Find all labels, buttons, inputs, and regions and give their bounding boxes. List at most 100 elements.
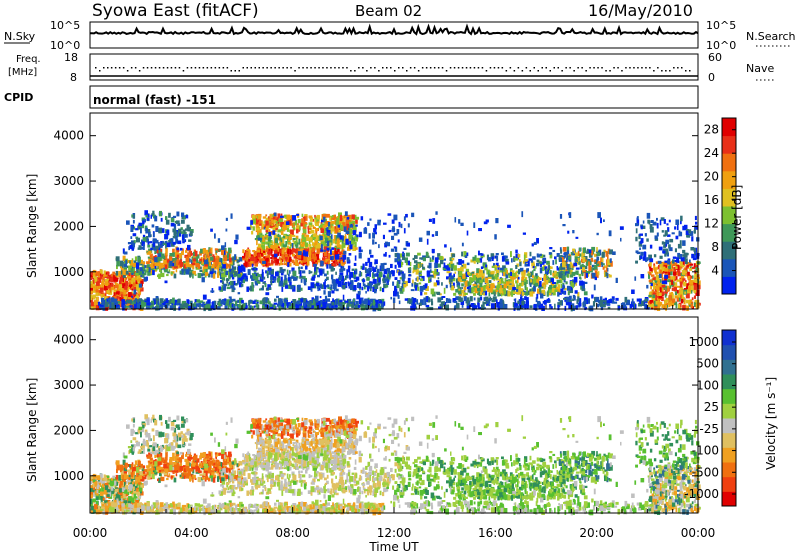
power-cell — [479, 282, 483, 287]
power-cell — [644, 303, 647, 309]
power-cell — [524, 259, 529, 262]
station-title: Syowa East (fitACF) — [92, 1, 259, 21]
power-cell — [542, 258, 546, 262]
power-cell — [599, 296, 603, 302]
power-cell — [288, 263, 292, 267]
power-cell — [694, 273, 697, 279]
power-cell — [604, 265, 608, 268]
power-cell — [132, 262, 136, 267]
power-cell — [519, 261, 522, 267]
power-cell — [249, 305, 252, 310]
power-cell — [651, 303, 655, 309]
power-cell — [348, 282, 352, 287]
power-cell — [371, 273, 374, 279]
power-cell — [575, 236, 579, 239]
power-cell — [491, 256, 494, 261]
power-cell — [102, 300, 105, 303]
power-cell — [337, 298, 340, 302]
nave-dot — [126, 70, 129, 72]
power-cell — [674, 226, 677, 230]
nave-dot — [186, 67, 189, 69]
power-cell — [564, 287, 567, 291]
nave-dot — [473, 67, 476, 69]
power-cell — [112, 271, 116, 275]
power-cell — [354, 236, 359, 240]
power-cell — [147, 241, 150, 245]
power-cell — [570, 252, 574, 256]
power-cell — [321, 306, 324, 310]
power-cell — [481, 293, 484, 296]
power-cell — [249, 252, 251, 258]
power-cell — [432, 255, 435, 260]
power-cell — [663, 245, 666, 248]
noise-panel: N.Sky 10^5 10^0 10^5 10^0 N.Search — [4, 19, 796, 52]
power-cell — [565, 296, 570, 303]
power-cell — [264, 283, 267, 288]
power-cell — [664, 262, 668, 266]
nave-dot — [445, 70, 448, 72]
nave-dot — [593, 67, 595, 69]
power-cell — [167, 271, 170, 274]
nave-dot — [433, 67, 436, 69]
power-cell — [212, 301, 215, 306]
power-cell — [581, 267, 585, 271]
power-cell — [519, 282, 523, 287]
power-cell — [562, 282, 565, 286]
power-cell — [549, 266, 552, 269]
power-cell — [646, 238, 649, 242]
power-cell — [290, 215, 294, 220]
nave-dot — [625, 67, 627, 69]
power-cell — [687, 271, 690, 278]
power-cell — [466, 300, 469, 304]
power-cell — [264, 225, 266, 229]
power-cell — [290, 229, 294, 236]
nave-dot — [537, 70, 539, 72]
power-cell — [131, 291, 134, 294]
power-cell — [671, 279, 673, 285]
power-cell — [675, 304, 678, 309]
power-cell — [515, 280, 519, 284]
power-cell — [267, 273, 269, 279]
power-cell — [278, 301, 282, 306]
power-cell — [414, 260, 418, 264]
power-cell — [577, 296, 580, 302]
power-cell — [499, 267, 504, 271]
power-cell — [221, 281, 225, 285]
power-cell — [367, 257, 371, 263]
power-cell — [152, 270, 155, 276]
power-cell — [471, 286, 474, 293]
power-cell — [172, 248, 175, 255]
power-cell — [404, 280, 408, 287]
power-cell — [151, 224, 155, 228]
power-cell — [620, 237, 622, 242]
power-cell — [237, 273, 241, 278]
power-cell — [515, 265, 518, 269]
power-cell — [411, 302, 413, 306]
power-cell — [672, 293, 674, 300]
power-cell — [478, 258, 483, 263]
power-cell — [424, 299, 427, 306]
nave-dot — [441, 67, 444, 69]
power-cell — [483, 290, 488, 296]
power-cell — [581, 252, 585, 257]
power-cell — [207, 304, 211, 309]
power-cell — [394, 246, 398, 252]
power-cell — [368, 268, 372, 272]
power-cell — [681, 270, 686, 275]
power-cell — [388, 254, 391, 258]
power-cell — [556, 279, 561, 284]
power-cell — [265, 220, 269, 226]
power-cell — [231, 281, 234, 285]
power-cell — [370, 254, 374, 258]
power-cell — [247, 262, 250, 267]
power-cell — [583, 297, 588, 303]
cpid-label: CPID — [4, 91, 33, 104]
power-cell — [430, 298, 433, 302]
power-cell — [117, 301, 121, 304]
power-cell — [440, 303, 443, 309]
power-cell — [168, 301, 171, 304]
power-cell — [304, 224, 307, 228]
noise-right-top: 10^5 — [706, 19, 736, 32]
power-cell — [453, 300, 458, 303]
power-cell — [186, 299, 190, 305]
